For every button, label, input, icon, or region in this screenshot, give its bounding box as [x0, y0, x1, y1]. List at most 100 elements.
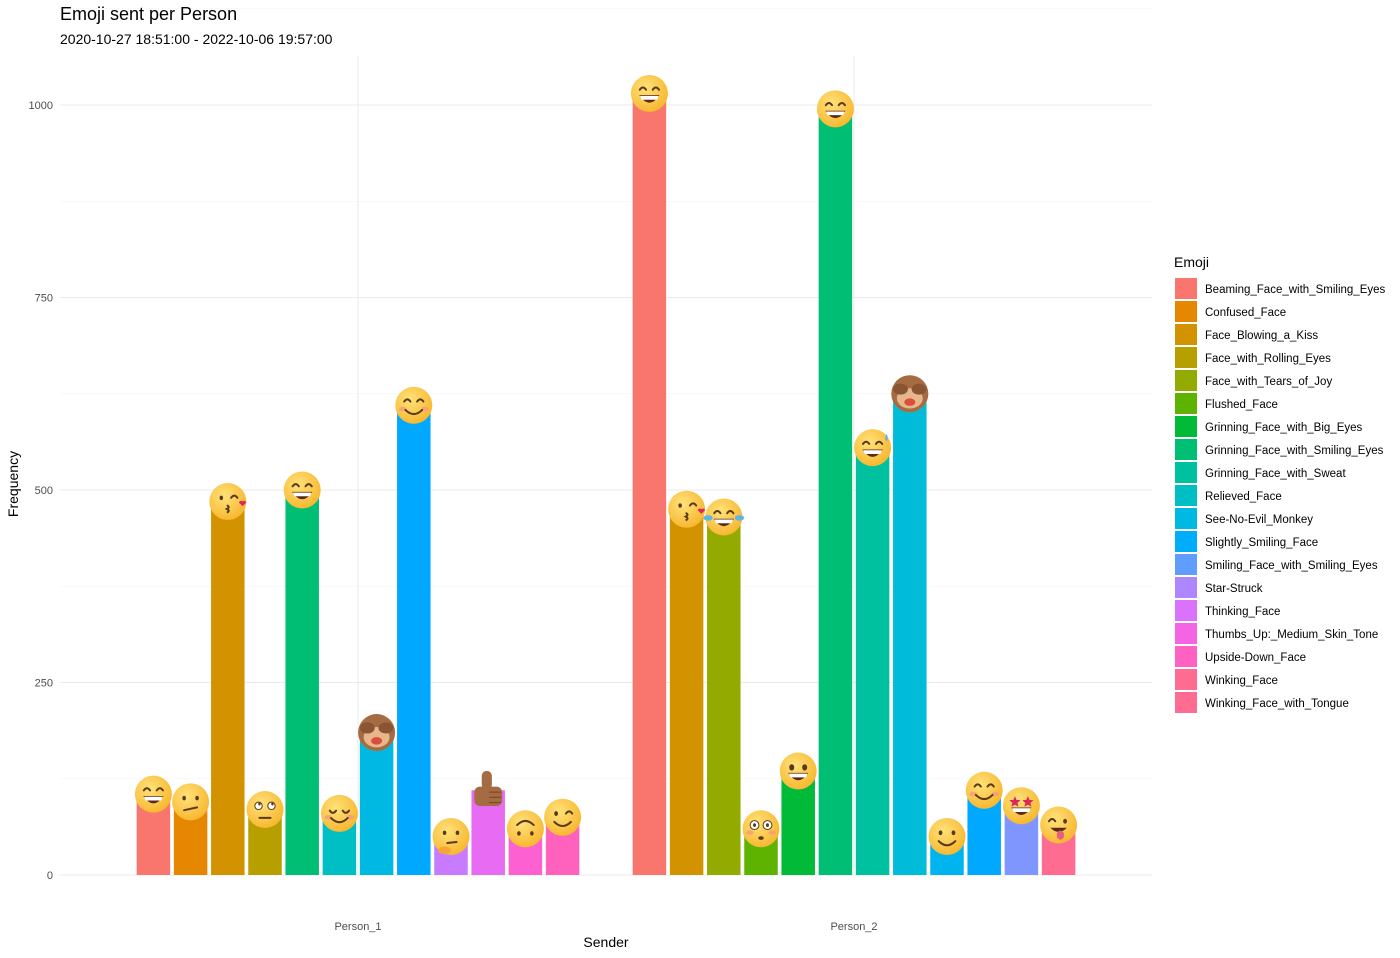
teeth [640, 96, 659, 100]
tear [734, 515, 745, 521]
legend-label: Grinning_Face_with_Smiling_Eyes [1205, 445, 1384, 457]
face [172, 783, 210, 821]
eye [517, 831, 521, 836]
wink-emoji-icon [544, 798, 582, 836]
teeth [826, 111, 845, 116]
face [1040, 806, 1078, 844]
face [209, 483, 247, 521]
hand [893, 383, 908, 395]
legend-key [1175, 692, 1197, 713]
smileeyes-emoji-icon [283, 471, 321, 509]
mouth [904, 398, 916, 406]
eye [802, 764, 808, 771]
eye [564, 810, 574, 815]
y-tick-label: 250 [35, 678, 53, 690]
mouth [683, 512, 689, 522]
bar-Grinning_Face_with_Smiling_Eyes [818, 108, 853, 876]
legend-label: Beaming_Face_with_Smiling_Eyes [1205, 284, 1386, 296]
eye [304, 483, 313, 488]
legend-label: Face_Blowing_a_Kiss [1205, 330, 1318, 342]
eye [688, 502, 698, 507]
y-axis: 0 250 500 750 1000 [29, 100, 53, 882]
eye [651, 86, 661, 91]
face [668, 490, 706, 528]
mouth [937, 840, 957, 847]
mouth [1050, 827, 1067, 832]
legend-key [1175, 347, 1197, 368]
hand [911, 383, 927, 395]
legend-key [1175, 439, 1197, 460]
thinking-emoji-icon [432, 818, 470, 855]
eye [837, 101, 847, 107]
face [283, 471, 321, 509]
mouth [446, 841, 458, 844]
legend-label: Star-Struck [1205, 583, 1263, 595]
legend-title: Emoji [1174, 254, 1209, 270]
star-eye [1022, 796, 1034, 807]
slight-emoji-icon [928, 818, 966, 855]
y-tick-label: 750 [35, 293, 53, 305]
legend-label: Winking_Face_with_Tongue [1205, 698, 1349, 710]
eye [195, 795, 199, 801]
eye [824, 101, 834, 107]
legend-label: Thinking_Face [1205, 606, 1280, 618]
face [432, 818, 470, 855]
eye [973, 783, 982, 788]
blush-emoji-icon [965, 771, 1003, 809]
thumbs-emoji-icon [474, 770, 503, 807]
roll-emoji-icon [246, 791, 284, 829]
eye [455, 830, 460, 836]
confused-emoji-icon [172, 783, 210, 821]
mouth [183, 806, 199, 812]
eye [530, 831, 534, 836]
legend-key [1175, 393, 1197, 414]
star-eye [1009, 796, 1021, 807]
legend-label: Face_with_Tears_of_Joy [1205, 376, 1332, 388]
legend-key [1175, 669, 1197, 690]
bar-See-No-Evil_Monkey [359, 732, 394, 875]
monkey-emoji-icon [358, 714, 396, 752]
eye [1063, 818, 1067, 824]
teeth [863, 450, 882, 454]
bars [136, 93, 1076, 876]
legend-key [1175, 531, 1197, 552]
teeth [788, 773, 808, 778]
eye [765, 823, 769, 827]
x-axis: Person_1 Person_2 [334, 921, 877, 933]
mouth [758, 836, 764, 840]
eye [874, 440, 884, 445]
bar-Grinning_Face_with_Sweat [855, 447, 890, 875]
legend-label: Winking_Face [1205, 675, 1278, 687]
monkey-emoji-icon [891, 375, 929, 413]
face [246, 791, 284, 829]
legend-key [1175, 278, 1197, 299]
mouth [553, 820, 572, 828]
sweat-drop [885, 433, 888, 442]
sweat-emoji-icon [854, 429, 892, 467]
mouth [224, 504, 230, 514]
eye [1047, 818, 1057, 823]
mouth [974, 793, 994, 801]
blush-emoji-icon [395, 386, 433, 424]
hand [438, 846, 451, 855]
face [506, 810, 544, 848]
eye [442, 830, 447, 836]
grin-emoji-icon [134, 775, 172, 813]
eye [713, 510, 722, 515]
face [816, 90, 854, 128]
face [779, 752, 817, 790]
legend-key [1175, 577, 1197, 598]
bar-Face_Blowing_a_Kiss [211, 501, 245, 875]
face [134, 775, 172, 813]
face [965, 771, 1003, 809]
eye [271, 802, 274, 806]
kiss-emoji-icon [668, 490, 706, 528]
y-tick-label: 0 [47, 870, 53, 882]
legend-key [1175, 324, 1197, 345]
face [395, 386, 433, 424]
kiss-emoji-icon [209, 483, 247, 521]
legend-key [1175, 508, 1197, 529]
y-axis-title: Frequency [5, 451, 21, 517]
hand [378, 722, 394, 734]
legend-key [1175, 600, 1197, 621]
